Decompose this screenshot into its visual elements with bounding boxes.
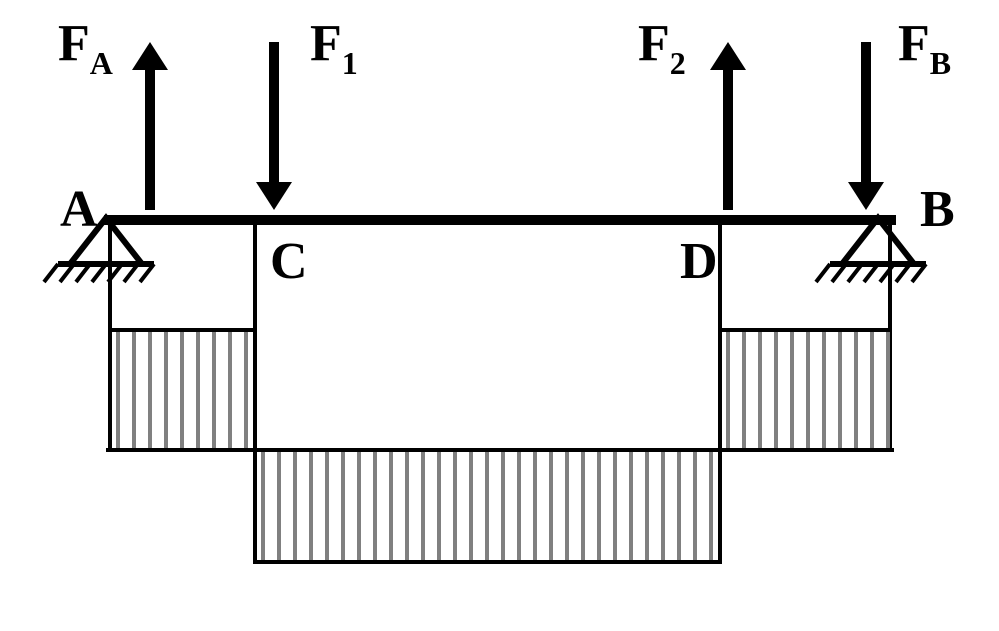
point-label-A: A bbox=[60, 181, 98, 238]
force-FA-label: FA bbox=[58, 15, 113, 81]
force-F1: F1 bbox=[256, 15, 358, 210]
force-FB-head bbox=[848, 182, 884, 210]
force-F1-head bbox=[256, 182, 292, 210]
svg-text:C: C bbox=[270, 233, 308, 290]
diagram-region-CD bbox=[255, 450, 720, 562]
diagram bbox=[106, 220, 894, 562]
point-label-C: C bbox=[270, 233, 308, 290]
diagram-region-AC bbox=[110, 330, 255, 450]
force-F2: F2 bbox=[638, 15, 746, 210]
force-FB-label: FB bbox=[898, 15, 951, 81]
point-label-D: D bbox=[680, 233, 718, 290]
support-B bbox=[816, 218, 926, 282]
svg-text:B: B bbox=[920, 181, 955, 238]
svg-text:A: A bbox=[60, 181, 98, 238]
point-label-B: B bbox=[920, 181, 955, 238]
force-FA-head bbox=[132, 42, 168, 70]
svg-text:D: D bbox=[680, 233, 718, 290]
force-F2-label: F2 bbox=[638, 15, 686, 81]
force-F1-label: F1 bbox=[310, 15, 358, 81]
diagram-region-DB bbox=[720, 330, 890, 450]
force-F2-head bbox=[710, 42, 746, 70]
